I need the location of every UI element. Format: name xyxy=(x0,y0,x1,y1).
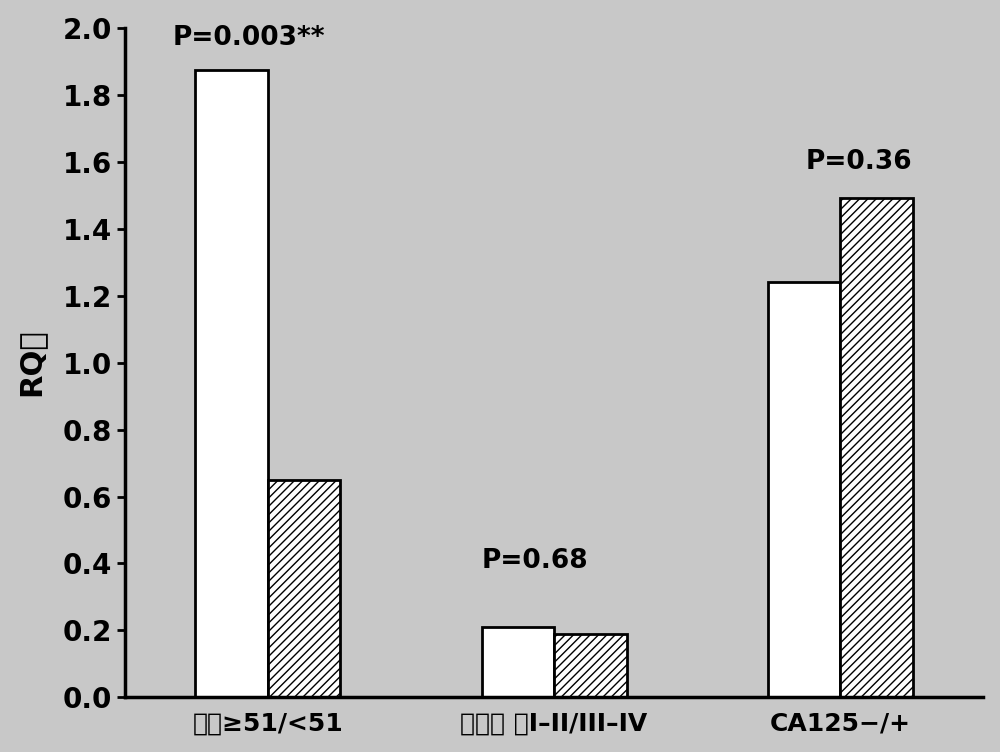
Text: P=0.36: P=0.36 xyxy=(806,149,913,175)
Bar xyxy=(840,199,913,697)
Bar xyxy=(554,634,627,697)
Bar xyxy=(482,627,554,697)
Text: P=0.68: P=0.68 xyxy=(482,547,588,574)
Bar xyxy=(768,282,840,697)
Text: P=0.003**: P=0.003** xyxy=(173,25,325,51)
Bar xyxy=(268,480,340,697)
Bar xyxy=(195,69,268,697)
Y-axis label: RQ值: RQ值 xyxy=(17,329,46,396)
